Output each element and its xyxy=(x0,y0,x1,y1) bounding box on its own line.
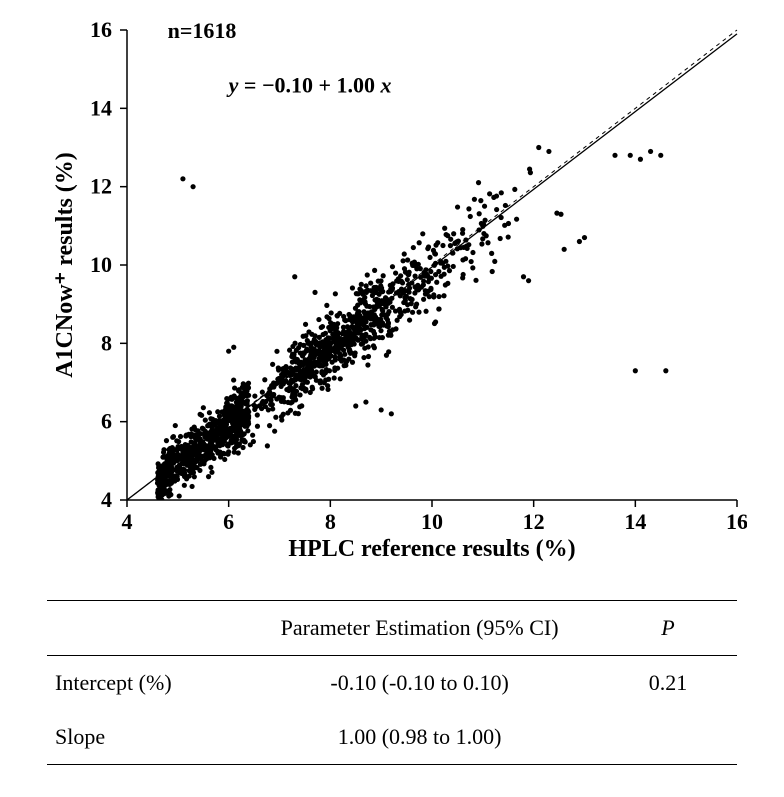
svg-text:10: 10 xyxy=(90,252,112,277)
svg-text:n=1618: n=1618 xyxy=(168,18,237,43)
svg-text:4: 4 xyxy=(122,509,133,534)
figure-page: 4 6 8 10 12 14 16 4 6 8 10 12 14 16 HPLC reference res… xyxy=(0,0,784,797)
svg-text:12: 12 xyxy=(523,509,545,534)
th-p: P xyxy=(599,601,737,656)
svg-text:8: 8 xyxy=(101,330,112,355)
cell-name: Intercept (%) xyxy=(47,656,240,711)
th-est: Parameter Estimation (95% CI) xyxy=(240,601,599,656)
table-header-row: Parameter Estimation (95% CI) P xyxy=(47,601,737,656)
th-name xyxy=(47,601,240,656)
svg-text:12: 12 xyxy=(90,174,112,199)
scatter-chart: 4 6 8 10 12 14 16 4 6 8 10 12 14 16 HPLC reference res… xyxy=(37,10,747,580)
table-row: Slope1.00 (0.98 to 1.00) xyxy=(47,710,737,765)
svg-text:6: 6 xyxy=(223,509,234,534)
scatter-chart-svg: 4 6 8 10 12 14 16 4 6 8 10 12 14 16 HPLC reference res… xyxy=(37,10,747,580)
svg-text:y = −0.10 + 1.00 x: y = −0.10 + 1.00 x xyxy=(226,73,392,98)
cell-p xyxy=(599,710,737,765)
svg-text:6: 6 xyxy=(101,409,112,434)
cell-name: Slope xyxy=(47,710,240,765)
table-row: Intercept (%)-0.10 (-0.10 to 0.10)0.21 xyxy=(47,656,737,711)
cell-est: -0.10 (-0.10 to 0.10) xyxy=(240,656,599,711)
svg-text:10: 10 xyxy=(421,509,443,534)
svg-text:14: 14 xyxy=(90,95,112,120)
svg-text:16: 16 xyxy=(90,17,112,42)
svg-text:16: 16 xyxy=(726,509,747,534)
svg-text:14: 14 xyxy=(624,509,646,534)
cell-est: 1.00 (0.98 to 1.00) xyxy=(240,710,599,765)
svg-text:HPLC reference results (%): HPLC reference results (%) xyxy=(288,536,575,562)
svg-text:8: 8 xyxy=(325,509,336,534)
svg-text:4: 4 xyxy=(101,487,112,512)
svg-text:A1CNow⁺ results (%): A1CNow⁺ results (%) xyxy=(52,152,78,378)
parameter-table: Parameter Estimation (95% CI) P Intercep… xyxy=(47,600,737,765)
cell-p: 0.21 xyxy=(599,656,737,711)
